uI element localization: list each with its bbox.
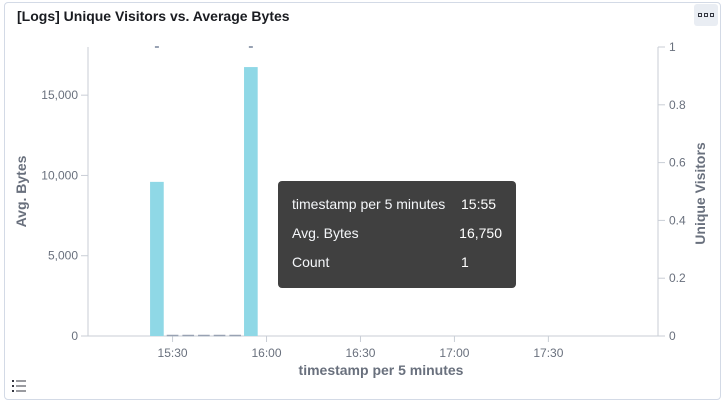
x-axis-tick-label: 17:30: [533, 346, 563, 360]
left-axis-tick-label: 15,000: [41, 88, 78, 102]
chart-tooltip: timestamp per 5 minutes 15:55 Avg. Bytes…: [278, 181, 516, 288]
tooltip-value: 15:55: [461, 195, 497, 212]
right-axis-tick-label: 0.8: [669, 98, 686, 112]
right-axis-tick-label: 0.4: [669, 213, 686, 227]
tooltip-value: 16,750: [459, 224, 502, 241]
x-axis-tick-label: 16:00: [252, 346, 282, 360]
chart-bars: [150, 67, 258, 337]
x-axis-tick-label: 17:00: [439, 346, 469, 360]
tooltip-label: timestamp per 5 minutes: [292, 195, 446, 212]
tooltip-label: Avg. Bytes: [292, 224, 359, 241]
left-axis-tick-label: 5,000: [48, 249, 78, 263]
right-axis-title: Unique Visitors: [692, 142, 708, 245]
chart-labels: 0 5,000 10,000 15,000 0 0.2 0.4 0.6 0.8 1 15:30 16:…: [13, 40, 708, 378]
legend-list-icon: [12, 380, 26, 392]
tooltip-row: Count 1: [292, 247, 502, 276]
right-axis-tick-label: 0.2: [669, 271, 686, 285]
right-axis-tick-label: 0.6: [669, 156, 686, 170]
bar: [150, 181, 164, 336]
bar: [244, 67, 258, 336]
panel-options-button[interactable]: [694, 4, 718, 26]
tooltip-value: 1: [461, 253, 469, 270]
x-axis-title: timestamp per 5 minutes: [299, 362, 464, 378]
legend-toggle-button[interactable]: [10, 377, 28, 395]
right-axis-tick-label: 0: [669, 329, 676, 343]
left-axis-tick-label: 0: [71, 329, 78, 343]
tooltip-label: Count: [292, 253, 330, 270]
x-axis-tick-label: 16:30: [345, 346, 375, 360]
right-axis-tick-label: 1: [669, 40, 676, 54]
left-axis-tick-label: 10,000: [41, 168, 78, 182]
x-axis-tick-label: 15:30: [158, 346, 188, 360]
left-axis-title: Avg. Bytes: [13, 155, 29, 227]
panel-title: [Logs] Unique Visitors vs. Average Bytes: [17, 8, 290, 24]
tooltip-row: timestamp per 5 minutes 15:55: [292, 189, 502, 218]
tooltip-row: Avg. Bytes 16,750: [292, 218, 502, 247]
options-dots-icon: [698, 13, 714, 17]
